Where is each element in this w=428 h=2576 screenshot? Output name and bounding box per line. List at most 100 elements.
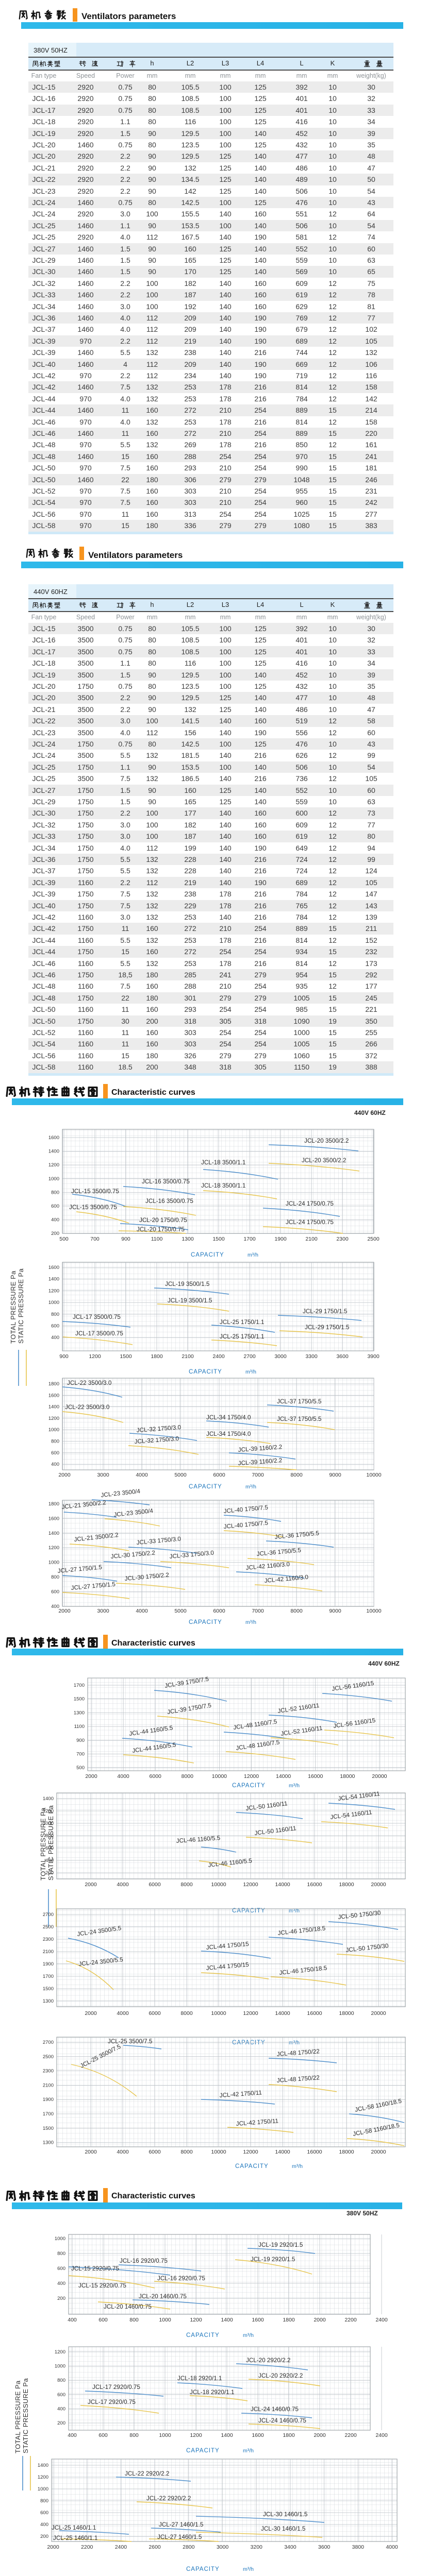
svg-text:STATIC PRESSURE Pa: STATIC PRESSURE Pa [17, 1268, 25, 1344]
svg-text:m³/h: m³/h [243, 2566, 254, 2572]
svg-text:JCL-20 3500/2.2: JCL-20 3500/2.2 [304, 1138, 349, 1144]
svg-text:16000: 16000 [307, 2010, 322, 2016]
svg-text:1600: 1600 [48, 1393, 59, 1398]
svg-text:1900: 1900 [274, 1236, 287, 1242]
svg-text:18000: 18000 [340, 1773, 355, 1780]
svg-text:JCL-37 1750/5.5: JCL-37 1750/5.5 [277, 1398, 322, 1405]
svg-text:1300: 1300 [43, 1998, 54, 2004]
svg-text:1600: 1600 [252, 2432, 264, 2438]
svg-text:500: 500 [76, 1765, 85, 1771]
svg-text:1400: 1400 [48, 1149, 59, 1155]
svg-text:1000: 1000 [55, 2364, 65, 2369]
svg-text:2700: 2700 [243, 1353, 256, 1360]
svg-text:JCL-25 1750/1.1: JCL-25 1750/1.1 [220, 1333, 264, 1340]
svg-text:800: 800 [45, 1833, 54, 1839]
svg-text:CAPACITY: CAPACITY [189, 1484, 222, 1490]
svg-text:JCL-29 1750/1.5: JCL-29 1750/1.5 [305, 1324, 350, 1331]
svg-text:600: 600 [51, 1450, 59, 1456]
svg-text:2300: 2300 [336, 1236, 349, 1242]
svg-text:3200: 3200 [251, 2544, 263, 2550]
svg-text:2800: 2800 [183, 2544, 195, 2550]
svg-text:JCL-16 3500/0.75: JCL-16 3500/0.75 [142, 1178, 190, 1185]
svg-text:7000: 7000 [252, 1472, 264, 1478]
svg-text:2000: 2000 [314, 2317, 326, 2323]
svg-text:900: 900 [59, 1353, 69, 1360]
svg-text:1900: 1900 [43, 2097, 54, 2103]
svg-text:1000: 1000 [48, 1176, 59, 1182]
svg-text:700: 700 [90, 1236, 100, 1242]
svg-text:800: 800 [129, 2317, 139, 2323]
svg-text:JCL-32 1750/3.0: JCL-32 1750/3.0 [134, 1435, 179, 1445]
svg-text:2000: 2000 [85, 1882, 97, 1888]
svg-text:JCL-22 2920/2.2: JCL-22 2920/2.2 [146, 2495, 191, 2502]
svg-text:JCL-18 2920/1.1: JCL-18 2920/1.1 [190, 2389, 234, 2396]
svg-text:1000: 1000 [159, 2432, 171, 2438]
svg-text:14000: 14000 [276, 1773, 291, 1780]
svg-text:1200: 1200 [48, 1416, 59, 1421]
svg-text:600: 600 [57, 2266, 65, 2272]
svg-text:JCL-29 1750/1.5: JCL-29 1750/1.5 [303, 1308, 348, 1315]
svg-text:JCL-17 3500/0.75: JCL-17 3500/0.75 [73, 1314, 121, 1320]
svg-text:3600: 3600 [318, 2544, 331, 2550]
svg-text:4000: 4000 [117, 2010, 129, 2016]
svg-text:4000: 4000 [136, 1608, 148, 1614]
svg-text:1000: 1000 [48, 1300, 59, 1306]
svg-text:20000: 20000 [371, 1882, 386, 1888]
svg-text:1800: 1800 [283, 2317, 295, 2323]
svg-text:CAPACITY: CAPACITY [232, 1783, 266, 1789]
svg-text:JCL-39 1160/2.2: JCL-39 1160/2.2 [238, 1444, 282, 1453]
svg-text:1200: 1200 [38, 2475, 48, 2480]
svg-text:600: 600 [51, 1589, 59, 1595]
svg-text:JCL-17 2920/0.75: JCL-17 2920/0.75 [88, 2399, 136, 2405]
svg-text:400: 400 [51, 1604, 59, 1609]
svg-text:2600: 2600 [149, 2544, 161, 2550]
svg-text:1500: 1500 [43, 2126, 54, 2131]
svg-text:800: 800 [57, 2378, 65, 2383]
svg-text:1200: 1200 [55, 2349, 65, 2355]
svg-text:20000: 20000 [372, 1773, 387, 1780]
svg-text:3800: 3800 [352, 2544, 365, 2550]
svg-text:400: 400 [57, 2406, 65, 2412]
svg-text:5000: 5000 [174, 1608, 187, 1614]
svg-text:1000: 1000 [48, 1560, 59, 1566]
svg-text:800: 800 [129, 2432, 139, 2438]
svg-text:JCL-20 2920/2.2: JCL-20 2920/2.2 [246, 2357, 290, 2364]
svg-text:2500: 2500 [43, 1924, 54, 1930]
svg-text:2300: 2300 [43, 1937, 54, 1942]
svg-text:CAPACITY: CAPACITY [189, 1369, 222, 1375]
svg-text:1200: 1200 [48, 1545, 59, 1551]
svg-text:JCL-15 2920/0.75: JCL-15 2920/0.75 [71, 2265, 119, 2272]
svg-text:2200: 2200 [344, 2432, 357, 2438]
svg-text:12000: 12000 [244, 1773, 259, 1780]
svg-text:1900: 1900 [43, 1961, 54, 1967]
svg-text:2100: 2100 [305, 1236, 318, 1242]
svg-text:JCL-15 2920/0.75: JCL-15 2920/0.75 [78, 2282, 126, 2289]
svg-text:JCL-24 1750/0.75: JCL-24 1750/0.75 [286, 1200, 334, 1207]
svg-text:JCL-48 1750/22: JCL-48 1750/22 [276, 2048, 320, 2058]
svg-text:1000: 1000 [38, 2486, 48, 2492]
svg-text:8000: 8000 [290, 1472, 303, 1478]
svg-text:3000: 3000 [217, 2544, 229, 2550]
svg-text:JCL-42 1750/11: JCL-42 1750/11 [236, 2117, 278, 2127]
svg-text:JCL-18 2920/1.1: JCL-18 2920/1.1 [177, 2375, 222, 2382]
svg-text:12000: 12000 [243, 2149, 258, 2155]
svg-text:3000: 3000 [274, 1353, 287, 1360]
svg-text:6000: 6000 [149, 2149, 161, 2155]
svg-text:JCL-15 3500/0.75: JCL-15 3500/0.75 [69, 1204, 117, 1211]
svg-text:JCL-20 1750/0.75: JCL-20 1750/0.75 [139, 1217, 187, 1224]
svg-text:3000: 3000 [97, 1608, 109, 1614]
svg-text:1000: 1000 [48, 1427, 59, 1433]
svg-text:1600: 1600 [48, 1135, 59, 1141]
svg-text:JCL-20 2920/2.2: JCL-20 2920/2.2 [258, 2372, 303, 2379]
svg-text:4000: 4000 [386, 2544, 398, 2550]
svg-text:14000: 14000 [275, 2149, 290, 2155]
svg-text:JCL-18 3500/1.1: JCL-18 3500/1.1 [201, 1159, 245, 1166]
svg-text:m³/h: m³/h [245, 1619, 256, 1625]
svg-text:JCL-37 1750/5.5: JCL-37 1750/5.5 [277, 1416, 322, 1422]
svg-text:CAPACITY: CAPACITY [186, 2566, 220, 2572]
svg-text:20000: 20000 [371, 2010, 386, 2016]
svg-text:900: 900 [121, 1236, 130, 1242]
svg-text:16000: 16000 [307, 2149, 322, 2155]
svg-text:2000: 2000 [58, 1472, 71, 1478]
svg-text:1300: 1300 [74, 1710, 85, 1716]
